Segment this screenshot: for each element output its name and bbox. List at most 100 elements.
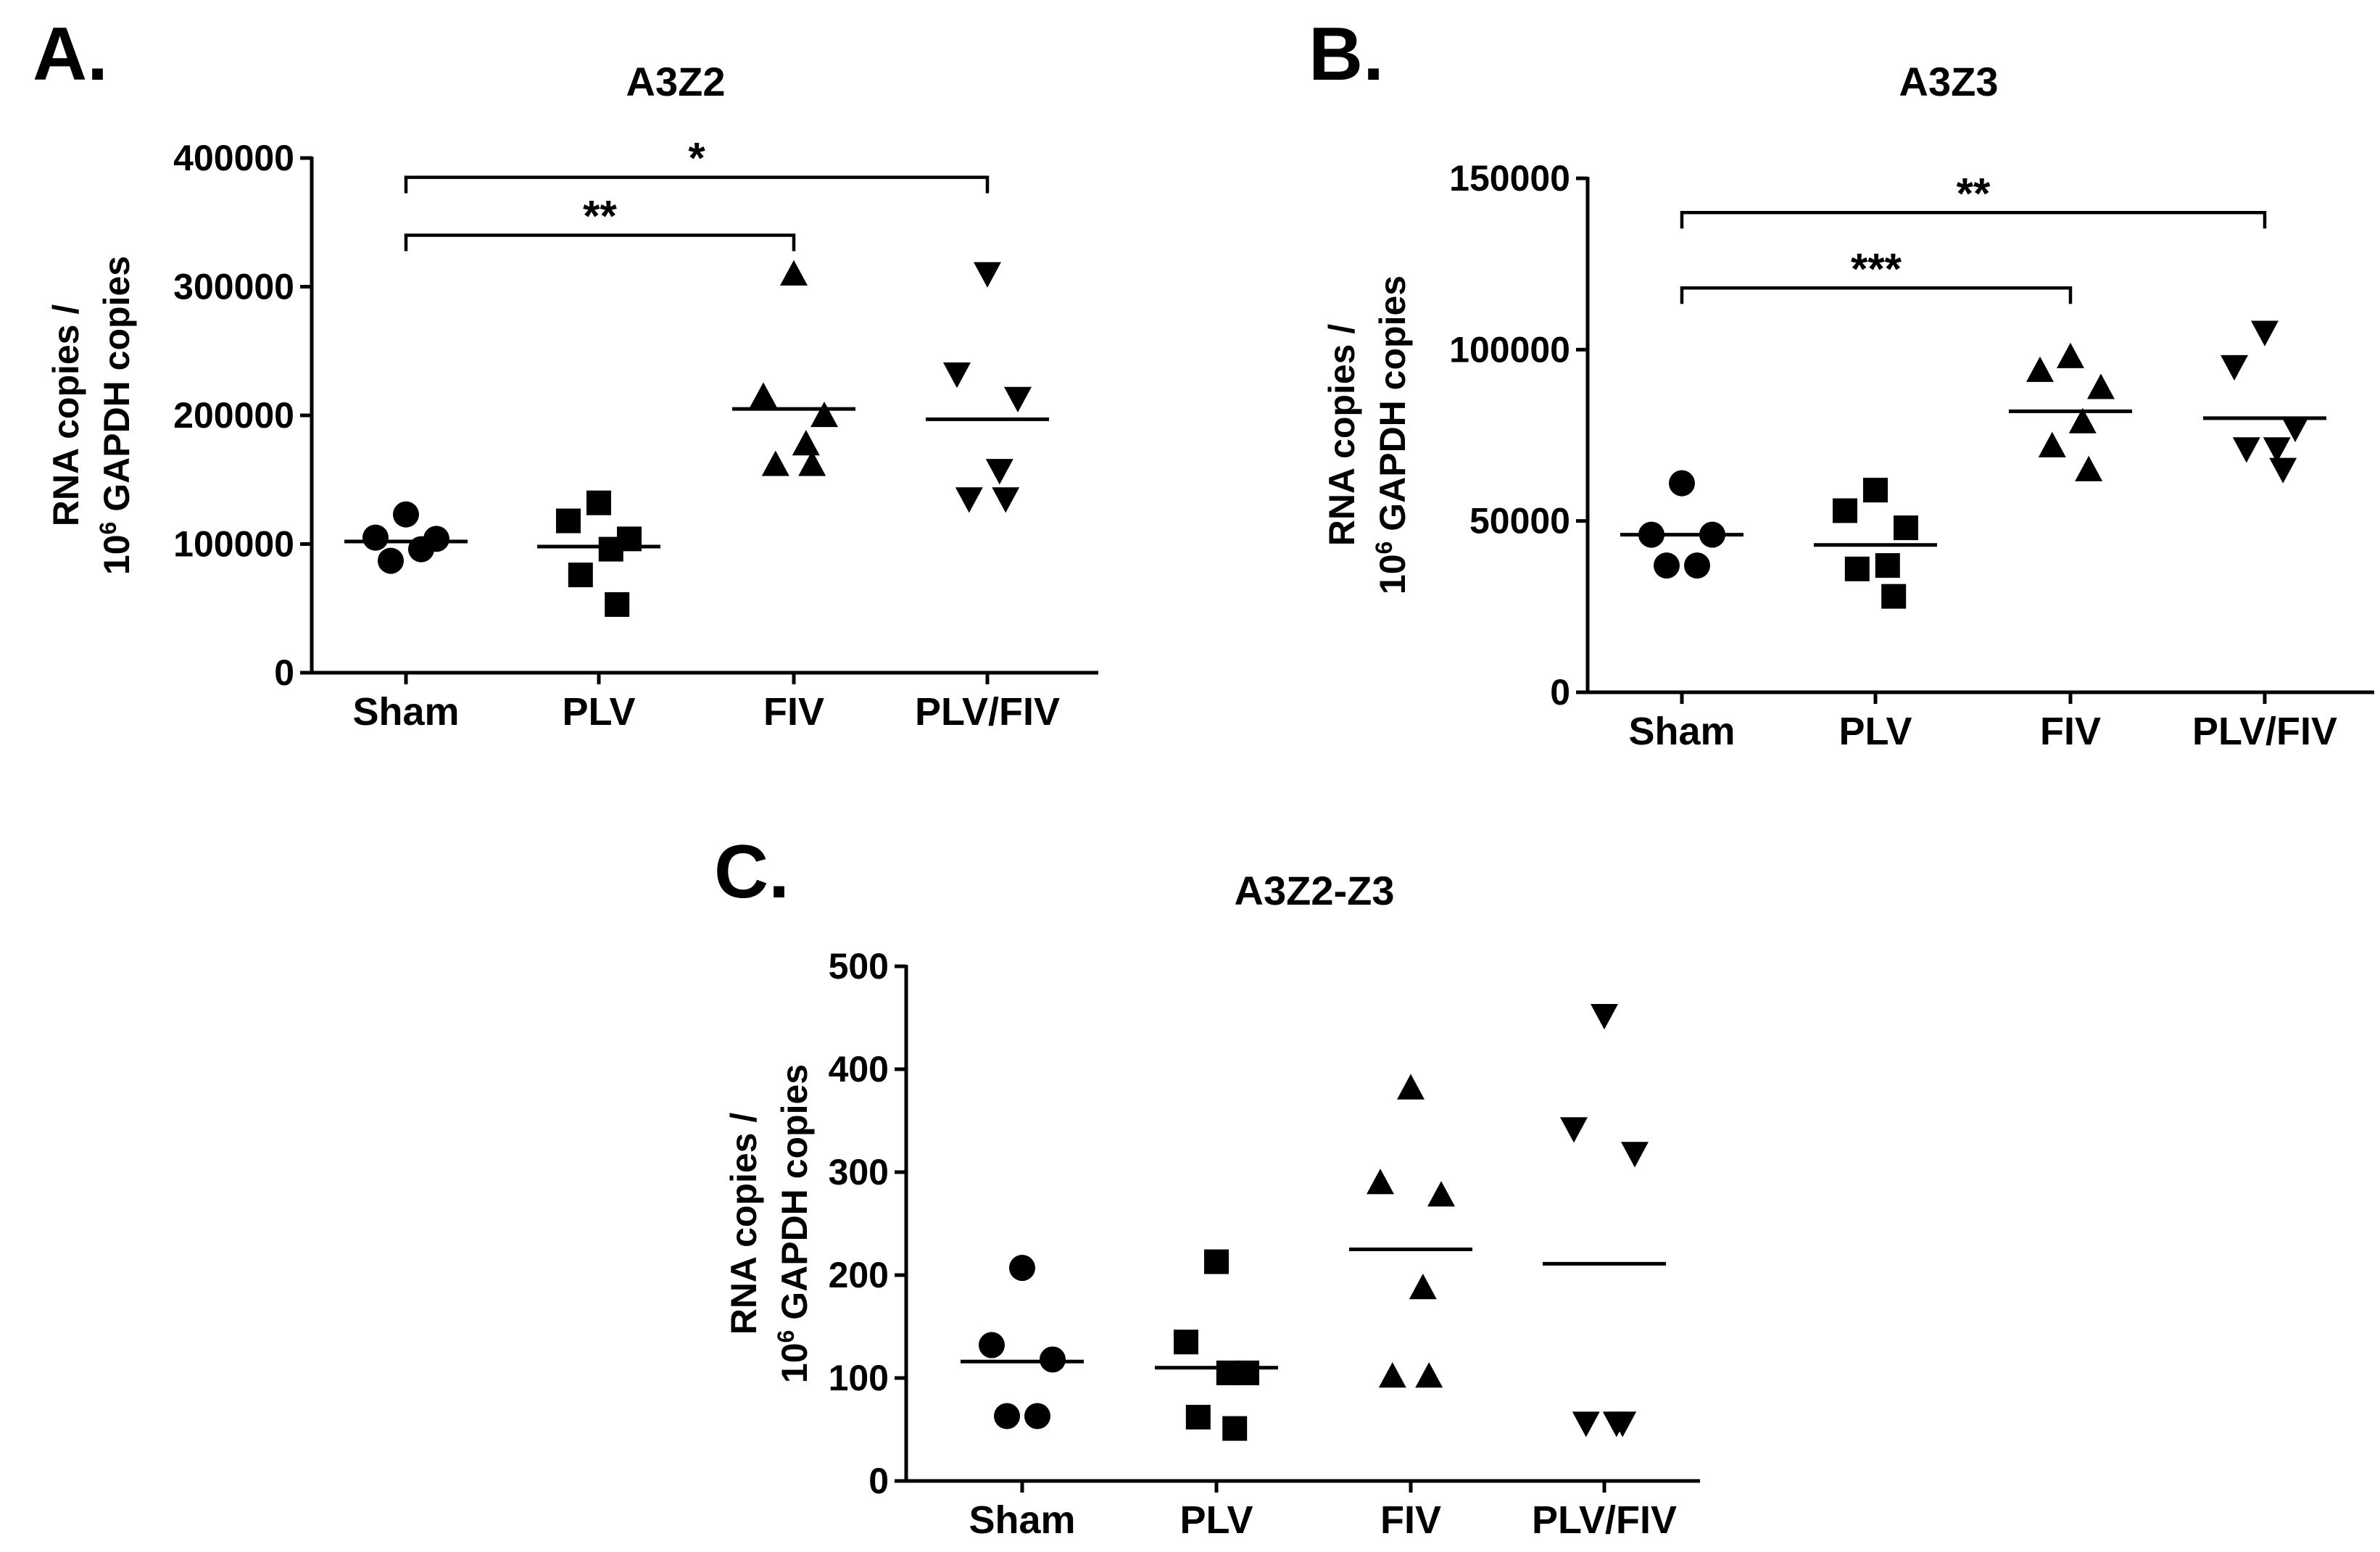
panel-0-ytick-label-4: 400000 (173, 138, 294, 178)
panel-2-ylabel-sup: 6 (773, 1330, 799, 1343)
panel-2-series-2-point-1 (1367, 1169, 1394, 1195)
panel-2-category-label-0: Sham (969, 1498, 1075, 1542)
panel-1-series-1-point-0 (1863, 478, 1888, 503)
panel-0-series-2-point-0 (780, 260, 808, 286)
panel-0-letter: A. (33, 12, 108, 96)
panel-1-bracket-0-label: *** (1851, 244, 1902, 293)
panel-0-series-0-point-3 (378, 547, 404, 574)
panel-0-series-3-point-3 (985, 459, 1013, 485)
panel-1-series-3-point-3 (2263, 437, 2291, 463)
panel-1-ylabel-base: 10 (1372, 554, 1413, 594)
panel-0-series-2-point-3 (792, 430, 820, 456)
panel-0-series-2-point-4 (761, 450, 789, 476)
panel-2-series-2-point-2 (1427, 1181, 1455, 1207)
panel-2-series-3-point-5 (1609, 1411, 1637, 1437)
panel-0-series-1-point-4 (568, 563, 593, 588)
panel-2-series-2-point-4 (1378, 1362, 1406, 1388)
panel-1-ytick-label-3: 150000 (1449, 158, 1570, 199)
panel-2-series-0-point-1 (979, 1332, 1005, 1358)
panel-2-series-1-point-3 (1216, 1360, 1241, 1385)
panel-2-ylabel-rest: GAPDH copies (774, 1064, 815, 1330)
panel-0-series-0-point-0 (393, 501, 419, 528)
panel-2-series-1-point-5 (1222, 1416, 1248, 1441)
panel-1-series-3-point-1 (2221, 354, 2248, 381)
panel-2-series-3-point-4 (1572, 1411, 1600, 1437)
panel-0-ylabel-line1: RNA copies / (46, 304, 86, 527)
panel-2-ytick-label-0: 0 (868, 1461, 889, 1501)
panel-2-ylabel-line2: 106 GAPDH copies (773, 1064, 815, 1383)
panel-0-series-1-point-0 (586, 490, 611, 515)
panel-0-series-1-point-1 (556, 508, 581, 534)
panel-1-series-0-point-3 (1654, 552, 1680, 579)
panel-2-series-3-point-0 (1591, 1004, 1618, 1030)
panel-1-category-label-1: PLV (1838, 710, 1912, 753)
panel-1-series-3-point-2 (2281, 416, 2309, 443)
panel-0-series-3-point-0 (974, 262, 1001, 288)
panel-0-category-label-1: PLV (562, 690, 635, 734)
panel-1-series-2-point-5 (2075, 455, 2103, 481)
panel-2-ylabel-base: 10 (774, 1343, 815, 1383)
panel-0: A. A3Z2 RNA copies /106 GAPDH copies 0 10000… (33, 12, 1098, 734)
panel-0-ytick-label-3: 300000 (173, 267, 294, 307)
panel-0-ylabel-base: 10 (96, 534, 137, 575)
panel-2-category-label-3: PLV/FIV (1532, 1498, 1677, 1542)
panel-2-series-0-point-3 (994, 1403, 1020, 1429)
panel-2-ytick-label-2: 200 (829, 1255, 889, 1295)
panel-2-ytick-label-4: 400 (829, 1049, 889, 1090)
panel-0-series-3-point-5 (992, 487, 1020, 513)
panel-0-category-label-2: FIV (763, 690, 824, 734)
panel-1-series-3-point-5 (2269, 457, 2297, 484)
panel-0-ylabel-sup: 6 (95, 522, 121, 535)
panel-1-category-label-2: FIV (2040, 710, 2101, 753)
panel-0-ytick-label-0: 0 (274, 652, 294, 693)
panel-0-title: A3Z2 (626, 59, 726, 104)
panel-2-category-label-2: FIV (1380, 1498, 1441, 1542)
panel-2-ytick-label-3: 300 (829, 1152, 889, 1192)
panel-1-series-1-point-3 (1875, 553, 1900, 578)
panel-1-bracket-0 (1680, 286, 2073, 304)
panel-0-series-1-point-3 (598, 536, 623, 562)
panel-0-series-1-point-5 (605, 592, 630, 617)
panel-1-series-0-point-0 (1669, 470, 1695, 497)
panel-0-bracket-0 (404, 233, 796, 252)
panel-2-series-1-point-0 (1204, 1249, 1229, 1274)
panel-0-series-3-point-4 (955, 487, 983, 513)
panel-1-title: A3Z3 (1899, 59, 1999, 104)
panel-2-letter: C. (714, 830, 789, 914)
panel-1-series-0-point-4 (1684, 552, 1710, 579)
panel-1-series-2-point-3 (2068, 407, 2097, 433)
panel-1-series-2-point-2 (2087, 373, 2115, 399)
panel-1-series-1-point-5 (1881, 584, 1907, 609)
panel-2-series-1-point-4 (1185, 1404, 1211, 1429)
panel-0-bracket-1-label: * (688, 134, 705, 183)
panel-0-series-3-point-2 (1004, 386, 1032, 412)
panel-1-ylabel-rest: GAPDH copies (1372, 275, 1413, 541)
panel-1-series-1-point-1 (1833, 498, 1857, 523)
panel-2-series-0-point-0 (1009, 1255, 1035, 1282)
panel-0-series-0-point-1 (362, 524, 389, 551)
panel-0-ytick-label-1: 100000 (173, 524, 294, 565)
panel-1: B. A3Z3 RNA copies /106 GAPDH copies 0 50000… (1309, 12, 2374, 753)
panel-2-ytick-label-1: 100 (829, 1358, 889, 1398)
panel-0-ytick-label-2: 200000 (173, 395, 294, 436)
panel-1-bracket-1-label: ** (1957, 169, 1991, 217)
panel-2-category-label-1: PLV (1179, 1498, 1253, 1542)
panel-2-series-3-point-2 (1621, 1142, 1649, 1168)
panel-1-category-label-3: PLV/FIV (2192, 710, 2337, 753)
panel-2-series-2-point-0 (1397, 1074, 1425, 1100)
panel-0-series-2-point-1 (750, 382, 777, 408)
panel-0-bracket-0-label: ** (583, 192, 617, 241)
panel-2-ylabel-line1: RNA copies / (723, 1113, 764, 1335)
panel-1-series-3-point-0 (2251, 320, 2279, 346)
panel-2-ytick-label-5: 500 (829, 946, 889, 987)
panel-0-bracket-1 (404, 175, 990, 194)
panel-1-series-1-point-2 (1894, 515, 1918, 541)
panel-1-bracket-1 (1680, 211, 2267, 229)
panel-2-series-2-point-3 (1409, 1274, 1437, 1300)
panel-1-series-3-point-4 (2232, 437, 2260, 463)
panel-0-category-label-0: Sham (352, 690, 459, 734)
panel-0-series-2-point-2 (810, 402, 838, 428)
panel-1-series-2-point-0 (2057, 342, 2084, 368)
panel-0-series-2-point-5 (798, 450, 826, 476)
